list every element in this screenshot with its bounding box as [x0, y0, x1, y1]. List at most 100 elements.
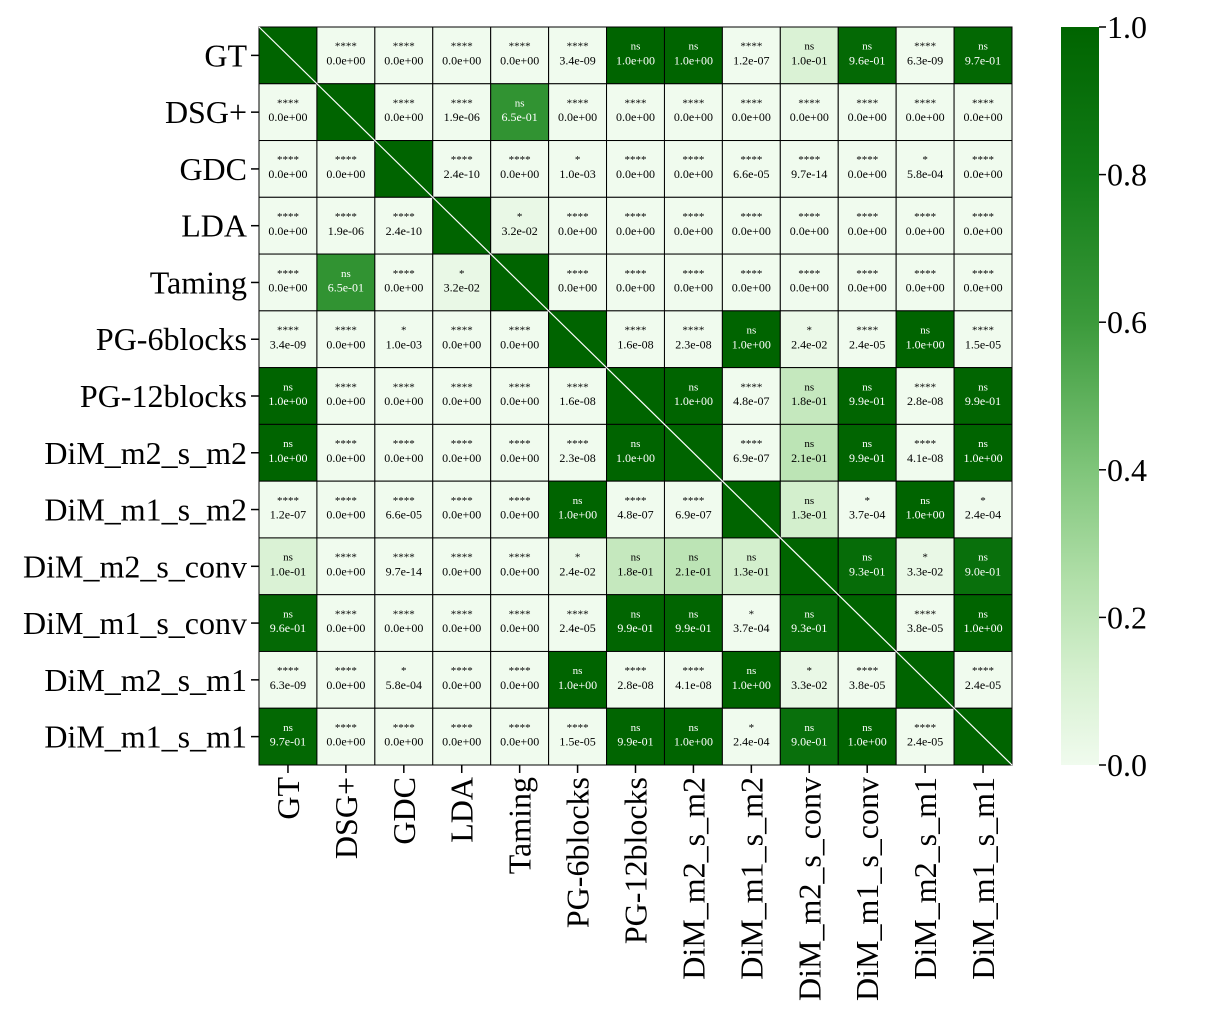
cell-significance-label: **** — [277, 268, 299, 280]
cell-significance-label: * — [517, 211, 523, 223]
cell-significance-label: **** — [509, 495, 531, 507]
heatmap-cell: ****2.4e-10 — [432, 140, 492, 198]
heatmap-cell-rect — [374, 367, 434, 425]
cell-significance-label: **** — [509, 154, 531, 166]
cell-pvalue-label: 1.9e-06 — [328, 224, 364, 238]
cell-significance-label: ns — [978, 438, 988, 450]
heatmap-cell: ****0.0e+00 — [316, 26, 376, 85]
heatmap-cell: ns9.6e-01 — [258, 594, 318, 652]
cell-significance-label: **** — [972, 325, 994, 337]
heatmap-cell-rect — [258, 594, 318, 652]
heatmap-cell: *3.7e-04 — [837, 480, 897, 539]
cell-significance-label: **** — [625, 154, 647, 166]
cell-pvalue-label: 0.0e+00 — [442, 564, 481, 578]
heatmap-cell: ns1.0e+00 — [721, 650, 781, 709]
heatmap-cell-rect — [779, 140, 839, 198]
heatmap-cell-rect — [721, 537, 781, 596]
cell-significance-label: **** — [393, 722, 415, 734]
cell-significance-label: **** — [682, 268, 704, 280]
cell-pvalue-label: 0.0e+00 — [442, 621, 481, 635]
cell-pvalue-label: 3.8e-05 — [849, 678, 885, 692]
cell-significance-label: **** — [451, 325, 473, 337]
cell-significance-label: **** — [393, 97, 415, 109]
cell-pvalue-label: 1.8e-01 — [617, 564, 653, 578]
cell-significance-label: **** — [625, 495, 647, 507]
cell-significance-label: **** — [798, 97, 820, 109]
heatmap-cell: ****2.4e-10 — [374, 196, 434, 255]
heatmap-cell-rect — [663, 83, 723, 142]
heatmap-cell: ns6.5e-01 — [316, 253, 376, 312]
heatmap-cell-rect — [779, 707, 839, 766]
cell-pvalue-label: 0.0e+00 — [848, 110, 887, 124]
colorbar-ticks: 0.0 0.2 0.4 0.6 0.8 1.0 — [1099, 9, 1147, 783]
heatmap-cell: ns9.9e-01 — [606, 707, 665, 766]
cell-pvalue-label: 6.3e-09 — [907, 53, 943, 67]
cell-pvalue-label: 3.2e-02 — [501, 224, 537, 238]
cell-significance-label: **** — [798, 211, 820, 223]
cell-significance-label: **** — [277, 495, 299, 507]
cell-pvalue-label: 9.6e-01 — [270, 621, 306, 635]
heatmap-cell-rect — [490, 537, 550, 596]
heatmap-cell: ns1.0e+00 — [721, 310, 781, 369]
heatmap-cell: ****0.0e+00 — [953, 140, 1013, 198]
cell-significance-label: * — [401, 325, 407, 337]
heatmap-cell-rect — [374, 423, 434, 482]
cell-significance-label: **** — [740, 438, 762, 450]
cell-pvalue-label: 6.9e-07 — [675, 508, 711, 522]
cell-pvalue-label: 1.0e+00 — [616, 53, 655, 67]
heatmap-cell-rect — [953, 594, 1013, 652]
cell-significance-label: * — [401, 665, 407, 677]
cell-pvalue-label: 9.7e-14 — [791, 167, 827, 181]
heatmap-cell-rect — [895, 196, 955, 255]
heatmap-cell: ns1.8e-01 — [606, 537, 665, 596]
heatmap-cell: ****0.0e+00 — [490, 140, 550, 198]
column-tick-label: DSG+ — [328, 777, 364, 859]
heatmap-cell: ****0.0e+00 — [895, 253, 955, 312]
cell-pvalue-label: 3.3e-02 — [907, 564, 943, 578]
heatmap-cell-rect — [837, 650, 897, 709]
cell-significance-label: ns — [515, 97, 525, 109]
column-tick-label: DiM_m1_s_m2 — [733, 777, 769, 980]
cell-significance-label: **** — [972, 154, 994, 166]
heatmap-cell-rect — [432, 83, 492, 142]
heatmap-cell: ****0.0e+00 — [374, 707, 434, 766]
heatmap-cell: ****0.0e+00 — [374, 423, 434, 482]
column-tick-label: DiM_m1_s_m1 — [965, 777, 1001, 980]
heatmap-cell-rect — [663, 480, 723, 539]
heatmap-cell: ****0.0e+00 — [316, 650, 376, 709]
cell-pvalue-label: 2.4e-05 — [965, 678, 1001, 692]
cell-significance-label: **** — [451, 438, 473, 450]
cell-significance-label: ns — [746, 325, 756, 337]
heatmap-cell-rect — [953, 253, 1013, 312]
cell-pvalue-label: 2.4e-02 — [559, 564, 595, 578]
heatmap-cell: ****3.8e-05 — [837, 650, 897, 709]
cell-significance-label: **** — [682, 211, 704, 223]
cell-significance-label: **** — [393, 552, 415, 564]
row-tick-label: LDA — [181, 208, 247, 244]
cell-significance-label: **** — [914, 268, 936, 280]
heatmap-cell: ns1.0e+00 — [548, 480, 608, 539]
cell-pvalue-label: 0.0e+00 — [732, 281, 771, 295]
heatmap-cell: ns9.9e-01 — [663, 594, 723, 652]
cell-significance-label: ns — [631, 722, 641, 734]
heatmap-cell-rect — [432, 537, 492, 596]
cell-pvalue-label: 6.9e-07 — [733, 451, 769, 465]
cell-significance-label: **** — [451, 665, 473, 677]
heatmap-cell: ****0.0e+00 — [432, 367, 492, 425]
cell-significance-label: **** — [277, 325, 299, 337]
heatmap-cell: *3.2e-02 — [490, 196, 550, 255]
heatmap-cell: ****0.0e+00 — [258, 196, 318, 255]
cell-pvalue-label: 0.0e+00 — [500, 167, 539, 181]
cell-significance-label: **** — [509, 325, 531, 337]
heatmap-cell-rect — [837, 707, 897, 766]
cell-pvalue-label: 0.0e+00 — [558, 224, 597, 238]
cell-pvalue-label: 0.0e+00 — [442, 337, 481, 351]
heatmap-cell-rect — [548, 196, 608, 255]
cell-significance-label: **** — [972, 211, 994, 223]
heatmap-cell: ****0.0e+00 — [258, 253, 318, 312]
cell-pvalue-label: 1.0e+00 — [674, 53, 713, 67]
heatmap-cell: ns1.0e+00 — [663, 367, 723, 425]
cell-pvalue-label: 0.0e+00 — [732, 110, 771, 124]
cell-pvalue-label: 2.4e-05 — [907, 735, 943, 749]
cell-significance-label: **** — [625, 268, 647, 280]
